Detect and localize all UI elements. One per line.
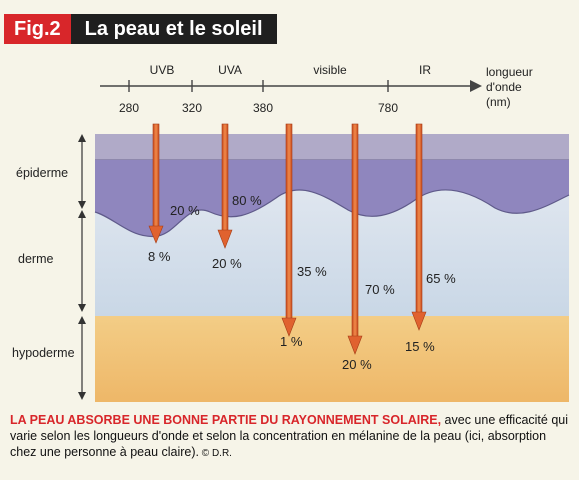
tick-label-280: 280 [119, 101, 139, 115]
epidermis-layer [95, 160, 569, 237]
pct-ir-dermis: 65 % [426, 271, 456, 286]
arrow-visible-1 [281, 123, 297, 337]
epidermis-bracket-top [78, 134, 86, 142]
radiation-arrows [148, 123, 427, 355]
band-uva: UVA [218, 63, 242, 77]
pct-visible1-hypodermis: 1 % [280, 334, 303, 349]
label-hypodermis: hypoderme [12, 346, 75, 360]
unit-line-3: (nm) [486, 95, 511, 109]
pct-uvb-dermis: 8 % [148, 249, 171, 264]
label-epidermis: épiderme [16, 166, 68, 180]
figure-caption: LA PEAU ABSORBE UNE BONNE PARTIE DU RAYO… [10, 412, 570, 462]
band-visible: visible [313, 63, 347, 77]
caption-lead: LA PEAU ABSORBE UNE BONNE PARTIE DU RAYO… [10, 413, 442, 427]
figure-title: La peau et le soleil [70, 14, 277, 44]
skin-layers [94, 134, 570, 402]
pct-ir-hypodermis: 15 % [405, 339, 435, 354]
absorption-percentages: 20 % 8 % 80 % 20 % 35 % 1 % 70 % 20 % 65… [148, 193, 456, 372]
caption-body: avec une efficacité qui varie selon les … [10, 413, 568, 459]
hypodermis-bracket-top [78, 316, 86, 324]
pct-visible1-dermis: 35 % [297, 264, 327, 279]
figure-header: Fig.2 La peau et le soleil [4, 14, 277, 44]
pct-uvb-epidermis: 20 % [170, 203, 200, 218]
unit-line-2: d'onde [486, 80, 522, 94]
axis-arrowhead [470, 80, 482, 92]
tick-label-320: 320 [182, 101, 202, 115]
dermis-bracket-bottom [78, 304, 86, 312]
skin-surface [95, 134, 569, 160]
pct-uva-epidermis: 80 % [232, 193, 262, 208]
band-ir: IR [419, 63, 431, 77]
arrow-uva [217, 123, 233, 249]
pct-visible2-hypodermis: 20 % [342, 357, 372, 372]
arrow-uvb [148, 123, 164, 244]
figure-number: Fig.2 [4, 14, 71, 44]
epidermis-bracket-bottom [78, 201, 86, 209]
arrow-visible-2 [347, 123, 363, 355]
pct-visible2-dermis: 70 % [365, 282, 395, 297]
wavelength-axis: UVB UVA visible IR 280 320 380 780 longu… [100, 63, 533, 115]
tick-label-780: 780 [378, 101, 398, 115]
hypodermis-bracket-bottom [78, 392, 86, 400]
arrow-ir [411, 123, 427, 331]
label-dermis: derme [18, 252, 53, 266]
dermis-bracket-top [78, 210, 86, 218]
skin-diagram: UVB UVA visible IR 280 320 380 780 longu… [12, 63, 570, 402]
caption-credit: © D.R. [199, 448, 232, 459]
dermis-layer [95, 189, 569, 316]
layer-brackets: épiderme derme hypoderme [12, 134, 86, 400]
dermo-epidermal-junction [94, 189, 570, 238]
tick-label-380: 380 [253, 101, 273, 115]
hypodermis-layer [95, 316, 569, 402]
unit-line-1: longueur [486, 65, 533, 79]
band-uvb: UVB [150, 63, 175, 77]
pct-uva-dermis: 20 % [212, 256, 242, 271]
